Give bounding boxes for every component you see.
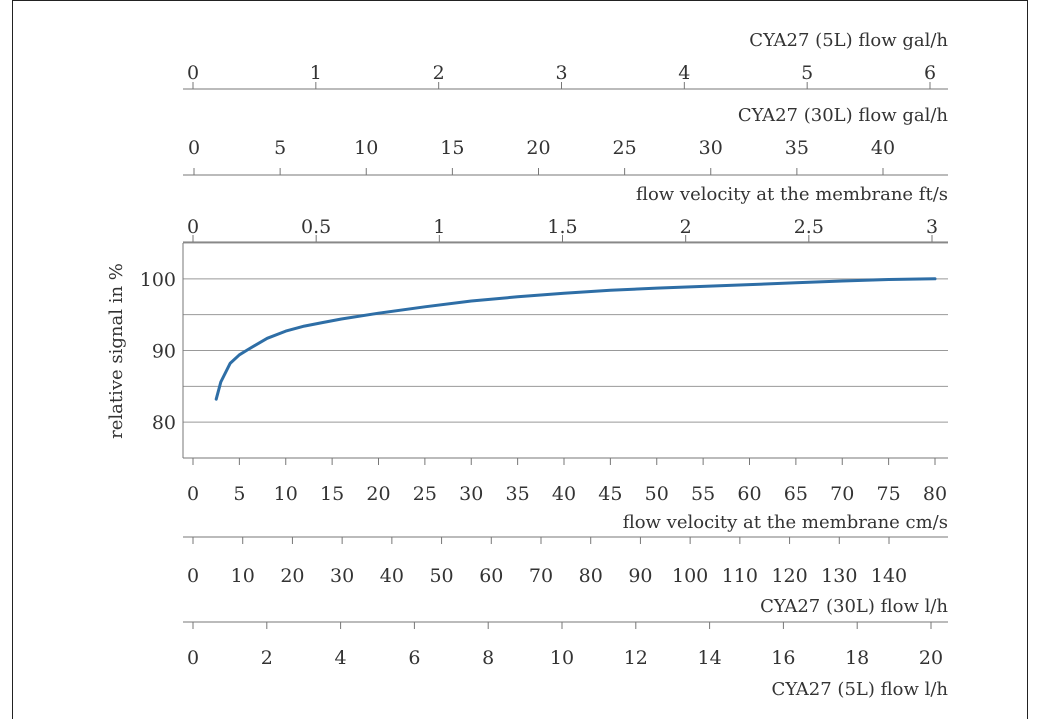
secondary-axis-tick-label: 120 xyxy=(771,565,807,587)
secondary-axis-title: CYA27 (5L) flow gal/h xyxy=(749,30,948,51)
secondary-axis-tick-label: 16 xyxy=(771,647,795,669)
x-tick-label: 20 xyxy=(366,483,390,505)
y-tick-label: 100 xyxy=(140,269,176,291)
x-axis-title: flow velocity at the membrane cm/s xyxy=(623,512,948,533)
secondary-axis-tick-label: 2 xyxy=(261,647,273,669)
secondary-axis-tick-label: 1 xyxy=(433,216,445,238)
secondary-axis-tick-label: 0 xyxy=(187,647,199,669)
secondary-axis-tick-label: 2.5 xyxy=(794,216,824,238)
secondary-axis-tick-label: 10 xyxy=(550,647,574,669)
secondary-axis-title: CYA27 (30L) flow l/h xyxy=(760,596,948,617)
secondary-axis-tick-label: 140 xyxy=(871,565,907,587)
secondary-axis-tick-label: 30 xyxy=(699,137,723,159)
secondary-axis-tick-label: 6 xyxy=(408,647,420,669)
secondary-axis-tick-label: 8 xyxy=(482,647,494,669)
x-tick-label: 15 xyxy=(320,483,344,505)
secondary-axis-tick-label: 10 xyxy=(354,137,378,159)
secondary-axis-tick-label: 3 xyxy=(555,62,567,84)
secondary-axis-tick-label: 12 xyxy=(624,647,648,669)
secondary-axis-tick-label: 2 xyxy=(680,216,692,238)
secondary-axis-tick-label: 80 xyxy=(579,565,603,587)
x-tick-label: 75 xyxy=(877,483,901,505)
y-tick-label: 90 xyxy=(152,341,176,363)
figure-frame xyxy=(12,0,1028,719)
x-tick-label: 65 xyxy=(784,483,808,505)
x-tick-label: 30 xyxy=(459,483,483,505)
secondary-axis-tick-label: 1 xyxy=(310,62,322,84)
secondary-axis-tick-label: 0.5 xyxy=(301,216,331,238)
secondary-axis-tick-label: 14 xyxy=(698,647,722,669)
secondary-axis-tick-label: 40 xyxy=(380,565,404,587)
secondary-axis-tick-label: 0 xyxy=(187,62,199,84)
x-tick-label: 35 xyxy=(506,483,530,505)
secondary-axis-tick-label: 50 xyxy=(429,565,453,587)
secondary-axis-tick-label: 0 xyxy=(188,137,200,159)
secondary-axis-tick-label: 0 xyxy=(187,565,199,587)
secondary-axis-tick-label: 30 xyxy=(330,565,354,587)
x-tick-label: 60 xyxy=(737,483,761,505)
secondary-axis-tick-label: 130 xyxy=(821,565,857,587)
secondary-axis-title: flow velocity at the membrane ft/s xyxy=(636,184,948,205)
series-line xyxy=(214,277,937,401)
x-tick-label: 5 xyxy=(233,483,245,505)
x-tick-label: 45 xyxy=(598,483,622,505)
secondary-axis-tick-label: 18 xyxy=(845,647,869,669)
secondary-axis-tick-label: 110 xyxy=(722,565,758,587)
secondary-axis-tick-label: 20 xyxy=(919,647,943,669)
secondary-axis-tick-label: 5 xyxy=(274,137,286,159)
secondary-axis-tick-label: 40 xyxy=(871,137,895,159)
secondary-axis-tick-label: 1.5 xyxy=(547,216,577,238)
secondary-axis-tick-label: 90 xyxy=(628,565,652,587)
secondary-axis-tick-label: 60 xyxy=(479,565,503,587)
x-tick-label: 25 xyxy=(413,483,437,505)
secondary-axis-tick-label: 20 xyxy=(280,565,304,587)
secondary-axis-title: CYA27 (30L) flow gal/h xyxy=(738,105,949,126)
secondary-axis-tick-label: 4 xyxy=(335,647,347,669)
secondary-axis-tick-label: 3 xyxy=(926,216,938,238)
y-tick-label: 80 xyxy=(152,412,176,434)
secondary-axis-tick-label: 25 xyxy=(613,137,637,159)
secondary-axis-tick-label: 2 xyxy=(433,62,445,84)
secondary-axis-tick-label: 4 xyxy=(678,62,690,84)
secondary-axis-tick-label: 5 xyxy=(801,62,813,84)
secondary-axis-tick-label: 100 xyxy=(672,565,708,587)
secondary-axis-tick-label: 20 xyxy=(526,137,550,159)
secondary-axis-tick-label: 6 xyxy=(924,62,936,84)
secondary-axis-title: CYA27 (5L) flow l/h xyxy=(772,679,949,700)
x-tick-label: 0 xyxy=(187,483,199,505)
x-tick-label: 80 xyxy=(923,483,947,505)
y-axis-title: relative signal in % xyxy=(106,263,127,439)
x-tick-label: 10 xyxy=(274,483,298,505)
x-tick-label: 55 xyxy=(691,483,715,505)
x-tick-label: 40 xyxy=(552,483,576,505)
secondary-axis-tick-label: 10 xyxy=(231,565,255,587)
x-tick-label: 70 xyxy=(830,483,854,505)
secondary-axis-tick-label: 15 xyxy=(440,137,464,159)
secondary-axis-tick-label: 35 xyxy=(785,137,809,159)
secondary-axis-tick-label: 70 xyxy=(529,565,553,587)
x-tick-label: 50 xyxy=(645,483,669,505)
secondary-axis-tick-label: 0 xyxy=(187,216,199,238)
